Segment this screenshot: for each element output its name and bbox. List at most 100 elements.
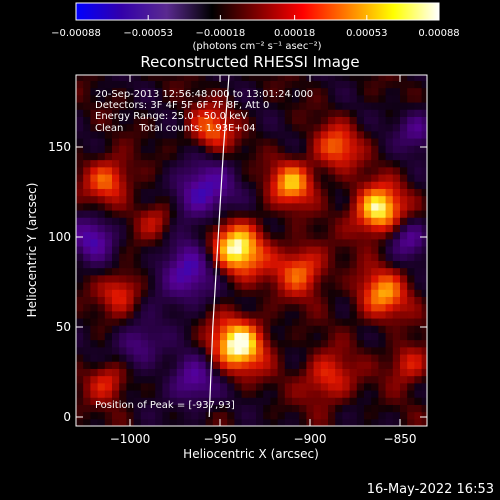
heatmap-pixel	[212, 339, 221, 348]
heatmap-pixel	[133, 289, 142, 297]
heatmap-pixel	[328, 289, 336, 297]
heatmap-pixel	[133, 138, 142, 146]
heatmap-pixel	[407, 174, 415, 182]
heatmap-pixel	[378, 80, 387, 89]
heatmap-pixel	[263, 130, 271, 139]
heatmap-pixel	[335, 354, 343, 362]
heatmap-pixel	[148, 361, 156, 369]
heatmap-pixel	[378, 246, 387, 254]
heatmap-pixel	[184, 397, 192, 405]
heatmap-pixel	[407, 109, 415, 117]
heatmap-pixel	[205, 80, 214, 89]
heatmap-pixel	[119, 418, 127, 426]
heatmap-pixel	[83, 138, 91, 146]
heatmap-pixel	[385, 109, 394, 117]
heatmap-pixel	[299, 102, 307, 110]
heatmap-pixel	[284, 303, 293, 312]
heatmap-pixel	[328, 181, 336, 189]
heatmap-pixel	[378, 152, 387, 161]
heatmap-pixel	[371, 80, 379, 89]
heatmap-pixel	[205, 303, 214, 312]
heatmap-pixel	[328, 116, 336, 125]
heatmap-pixel	[212, 102, 221, 110]
heatmap-pixel	[155, 188, 163, 197]
heatmap-pixel	[270, 339, 279, 348]
heatmap-pixel	[133, 260, 142, 269]
heatmap-pixel	[126, 346, 135, 355]
heatmap-pixel	[356, 188, 365, 197]
heatmap-pixel	[335, 145, 343, 153]
heatmap-pixel	[97, 145, 106, 153]
heatmap-pixel	[155, 332, 163, 341]
heatmap-pixel	[378, 354, 387, 362]
heatmap-pixel	[126, 354, 135, 362]
heatmap-pixel	[205, 253, 214, 261]
y-tick-label: 50	[56, 320, 71, 334]
heatmap-pixel	[284, 253, 293, 261]
heatmap-pixel	[97, 267, 106, 276]
heatmap-pixel	[299, 303, 307, 312]
heatmap-pixel	[83, 116, 91, 125]
heatmap-pixel	[155, 202, 163, 211]
heatmap-pixel	[335, 253, 343, 261]
heatmap-pixel	[292, 166, 300, 175]
heatmap-pixel	[104, 296, 113, 305]
heatmap-pixel	[392, 303, 401, 312]
heatmap-pixel	[292, 231, 300, 240]
heatmap-pixel	[248, 411, 257, 420]
heatmap-pixel	[378, 166, 387, 175]
heatmap-pixel	[112, 332, 120, 341]
heatmap-pixel	[263, 346, 271, 355]
heatmap-pixel	[148, 238, 156, 247]
heatmap-pixel	[421, 274, 427, 283]
heatmap-pixel	[119, 210, 127, 218]
heatmap-pixel	[335, 310, 343, 319]
heatmap-pixel	[104, 80, 113, 89]
heatmap-pixel	[155, 375, 163, 384]
heatmap-pixel	[140, 368, 149, 377]
heatmap-pixel	[356, 116, 365, 125]
heatmap-pixel	[184, 274, 192, 283]
heatmap-pixel	[83, 339, 91, 348]
heatmap-pixel	[198, 318, 207, 326]
heatmap-pixel	[306, 382, 315, 391]
heatmap-pixel	[320, 238, 329, 247]
heatmap-pixel	[263, 274, 271, 283]
heatmap-pixel	[155, 102, 163, 110]
heatmap-pixel	[400, 375, 408, 384]
heatmap-pixel	[148, 310, 156, 319]
heatmap-pixel	[299, 174, 307, 182]
heatmap-pixel	[155, 339, 163, 348]
heatmap-pixel	[342, 346, 351, 355]
heatmap-pixel	[407, 102, 415, 110]
heatmap-pixel	[248, 80, 257, 89]
heatmap-pixel	[104, 188, 113, 197]
heatmap-pixel	[263, 159, 271, 168]
heatmap-pixel	[212, 80, 221, 89]
heatmap-pixel	[292, 397, 300, 405]
heatmap-pixel	[169, 390, 178, 398]
heatmap-pixel	[241, 102, 250, 110]
heatmap-pixel	[378, 361, 387, 369]
heatmap-pixel	[169, 102, 178, 110]
heatmap-pixel	[400, 188, 408, 197]
heatmap-pixel	[407, 361, 415, 369]
heatmap-pixel	[169, 217, 178, 225]
heatmap-pixel	[241, 75, 250, 81]
heatmap-pixel	[155, 123, 163, 132]
heatmap-pixel	[263, 418, 271, 426]
heatmap-pixel	[220, 325, 228, 333]
heatmap-pixel	[155, 303, 163, 312]
heatmap-pixel	[349, 411, 358, 420]
heatmap-pixel	[212, 318, 221, 326]
heatmap-pixel	[155, 246, 163, 254]
heatmap-pixel	[378, 282, 387, 290]
heatmap-pixel	[83, 390, 91, 398]
heatmap-pixel	[220, 181, 228, 189]
heatmap-pixel	[176, 310, 185, 319]
heatmap-pixel	[234, 289, 243, 297]
heatmap-pixel	[133, 418, 142, 426]
heatmap-pixel	[392, 361, 401, 369]
heatmap-pixel	[371, 87, 379, 96]
heatmap-pixel	[112, 210, 120, 218]
